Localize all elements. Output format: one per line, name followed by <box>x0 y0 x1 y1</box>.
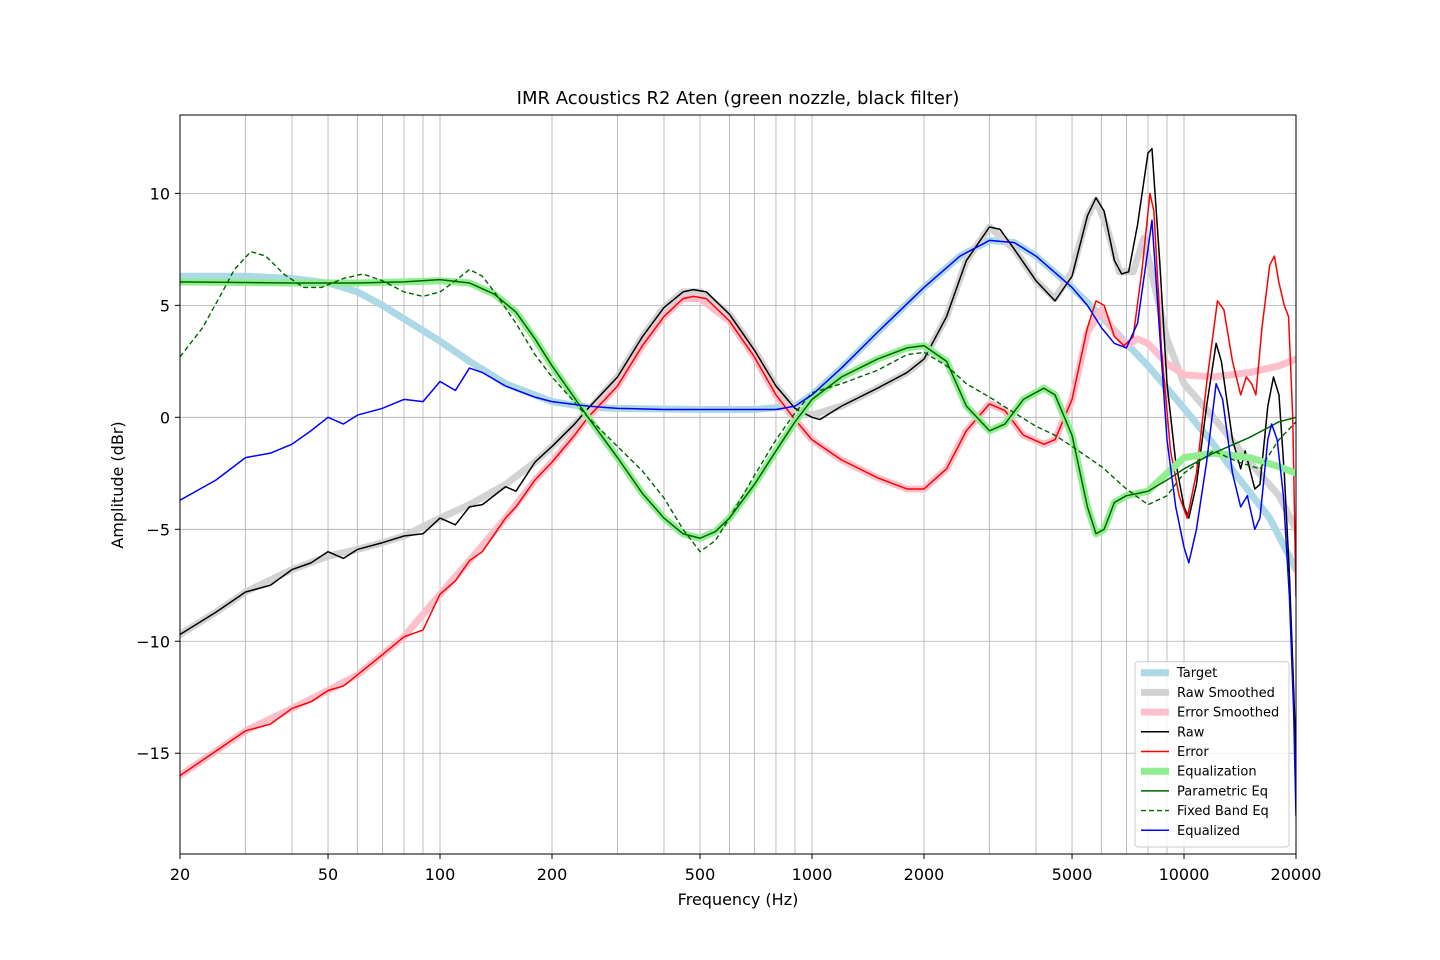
series-line-error <box>180 192 1296 777</box>
legend-label: Error <box>1177 745 1209 760</box>
y-axis-label: Amplitude (dBr) <box>108 421 127 548</box>
chart-title: IMR Acoustics R2 Aten (green nozzle, bla… <box>517 88 960 109</box>
x-tick-label: 200 <box>537 865 568 884</box>
x-axis: 20 50 100 200 500 1000 2000 5000 10000 20000 <box>170 854 1322 884</box>
series-line-raw-smoothed <box>180 196 1296 639</box>
legend-label: Equalization <box>1177 765 1257 780</box>
x-tick-label: 2000 <box>904 865 945 884</box>
x-tick-label: 50 <box>318 865 338 884</box>
y-tick-label: −15 <box>136 744 170 763</box>
y-tick-label: −10 <box>136 632 170 651</box>
x-tick-label: 1000 <box>792 865 833 884</box>
legend-label: Equalized <box>1177 824 1240 839</box>
series-line-raw <box>180 147 1296 759</box>
x-tick-label: 10000 <box>1159 865 1210 884</box>
y-tick-label: 10 <box>150 184 170 203</box>
plot-frame <box>179 114 1297 855</box>
y-tick-label: −5 <box>146 520 170 539</box>
x-tick-label: 100 <box>425 865 456 884</box>
legend-label: Error Smoothed <box>1177 706 1279 721</box>
legend-label: Target <box>1176 666 1217 681</box>
y-axis: −15 −10 −5 0 5 10 <box>136 184 180 763</box>
series-line-fixed-band-eq <box>180 250 1296 553</box>
series-layer <box>180 147 1296 817</box>
legend-label: Raw Smoothed <box>1177 686 1275 701</box>
legend: Target Raw Smoothed Error Smoothed Raw Error… <box>1134 661 1290 848</box>
y-tick-label: 5 <box>160 296 170 315</box>
legend-label: Raw <box>1177 725 1205 740</box>
x-tick-label: 500 <box>685 865 716 884</box>
y-tick-label: 0 <box>160 408 170 427</box>
series-line-equalized <box>180 219 1296 817</box>
x-tick-label: 20000 <box>1271 865 1322 884</box>
legend-label: Fixed Band Eq <box>1177 804 1269 819</box>
legend-box <box>1134 661 1290 848</box>
legend-label: Parametric Eq <box>1177 784 1268 799</box>
x-tick-label: 5000 <box>1052 865 1093 884</box>
x-tick-label: 20 <box>170 865 190 884</box>
series-line-parametric-eq <box>180 278 1296 539</box>
x-axis-label: Frequency (Hz) <box>678 890 799 909</box>
